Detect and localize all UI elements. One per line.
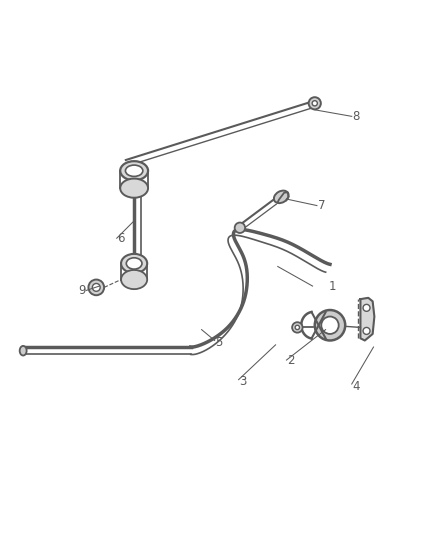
Circle shape <box>363 304 370 311</box>
Circle shape <box>88 279 104 295</box>
Text: 1: 1 <box>328 280 336 293</box>
Text: 5: 5 <box>215 336 223 349</box>
Ellipse shape <box>126 258 142 269</box>
Text: 2: 2 <box>287 353 295 367</box>
Text: 8: 8 <box>353 110 360 123</box>
Ellipse shape <box>120 161 148 180</box>
Ellipse shape <box>125 165 143 176</box>
Circle shape <box>315 310 345 341</box>
Text: 3: 3 <box>239 375 247 389</box>
Circle shape <box>295 325 300 329</box>
Circle shape <box>235 223 245 233</box>
Circle shape <box>363 327 370 334</box>
Text: 4: 4 <box>352 379 360 393</box>
Text: 9: 9 <box>78 284 86 297</box>
Ellipse shape <box>120 179 148 198</box>
Circle shape <box>292 322 303 333</box>
Ellipse shape <box>121 254 147 273</box>
Circle shape <box>321 317 339 334</box>
Text: 6: 6 <box>117 232 125 245</box>
Ellipse shape <box>274 191 289 203</box>
Ellipse shape <box>20 346 27 356</box>
Circle shape <box>312 101 318 106</box>
Ellipse shape <box>121 270 147 289</box>
Circle shape <box>92 284 100 292</box>
Polygon shape <box>360 298 374 341</box>
Text: 7: 7 <box>318 199 325 212</box>
Circle shape <box>309 97 321 109</box>
